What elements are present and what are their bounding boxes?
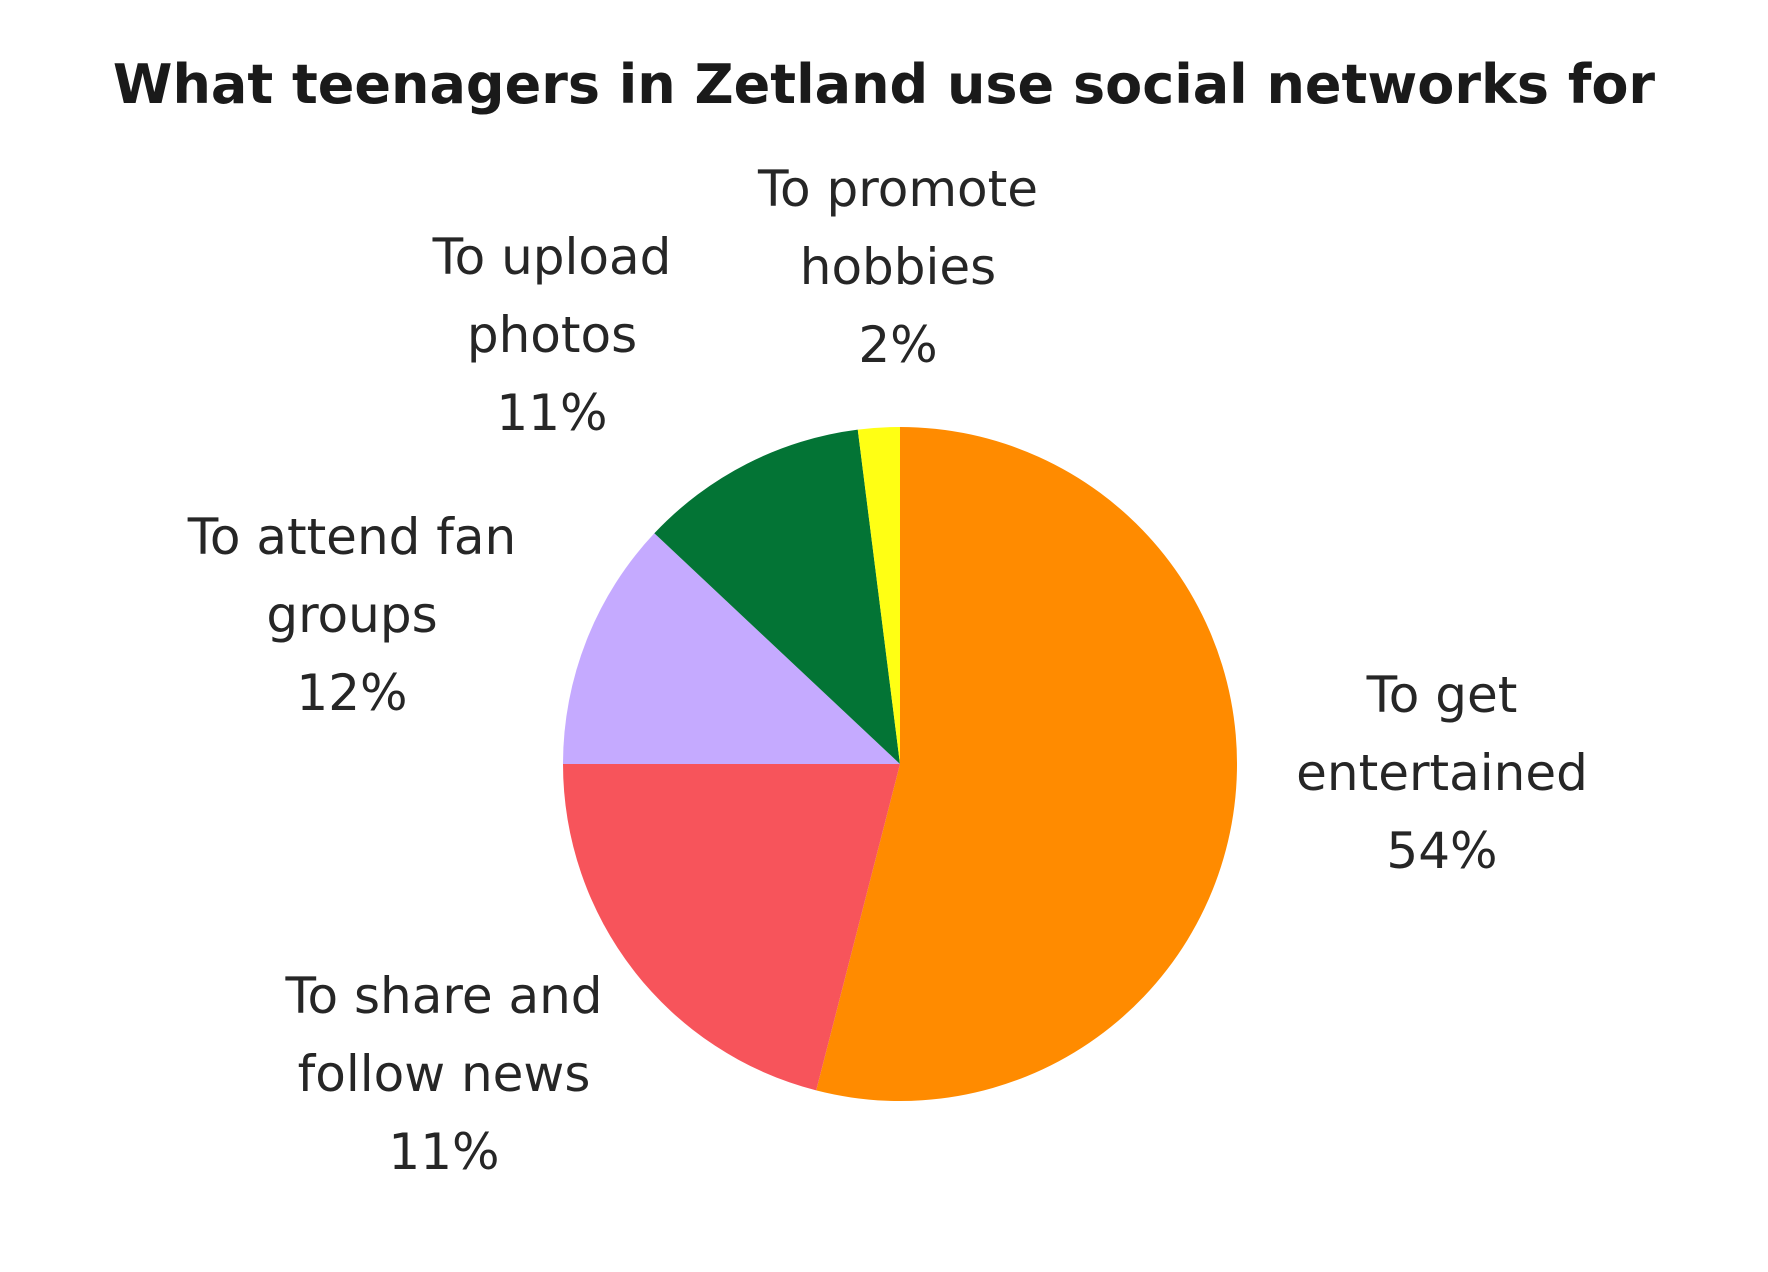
slice-percent-label: 12%	[296, 664, 407, 722]
chart-title: What teenagers in Zetland use social net…	[113, 53, 1656, 116]
slice-label-line: To upload	[432, 228, 672, 286]
pie-slice	[857, 427, 900, 764]
slice-label: To attend fan groups 12%	[187, 508, 516, 722]
slice-labels: To get entertained 54% To share and follow n…	[187, 160, 1588, 1181]
slice-label-line: photos	[467, 306, 637, 364]
slice-label-line: entertained	[1296, 744, 1588, 802]
slice-percent-label: 2%	[858, 316, 937, 374]
slice-label: To promote hobbies 2%	[757, 160, 1038, 374]
slice-label-line: follow news	[298, 1045, 591, 1103]
pie-slice	[654, 429, 900, 764]
slice-label: To share and follow news 11%	[284, 967, 602, 1181]
slice-label-line: To get	[1366, 666, 1518, 724]
slice-percent-label: 11%	[496, 384, 607, 442]
pie-slice	[563, 764, 900, 1091]
slice-label-line: hobbies	[800, 238, 996, 296]
pie-slice	[816, 427, 1238, 1101]
slice-label-line: To share and	[284, 967, 602, 1025]
slice-percent-label: 11%	[388, 1123, 499, 1181]
slice-label: To upload photos 11%	[432, 228, 672, 442]
pie-slices	[563, 427, 1238, 1101]
slice-label-line: groups	[266, 586, 437, 644]
slice-label-line: To attend fan	[187, 508, 516, 566]
pie-slice	[563, 533, 900, 764]
slice-label-line: To promote	[757, 160, 1038, 218]
slice-label: To get entertained 54%	[1296, 666, 1588, 880]
slice-percent-label: 54%	[1386, 822, 1497, 880]
